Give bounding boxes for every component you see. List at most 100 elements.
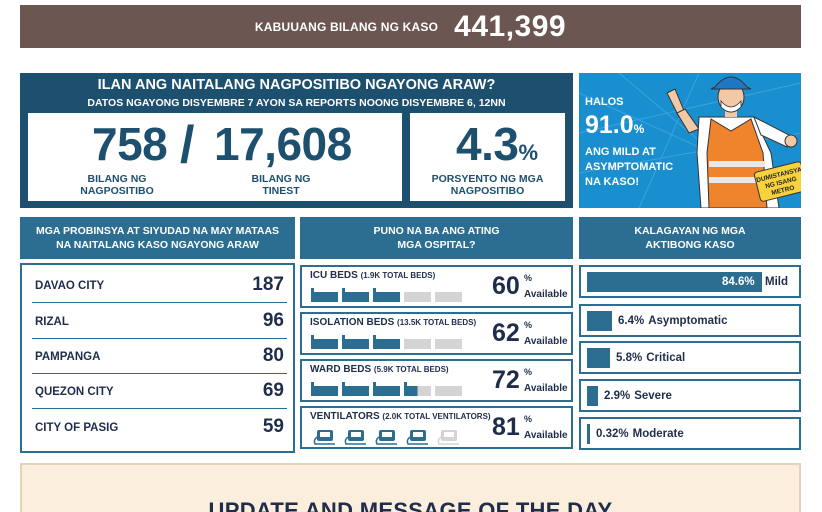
province-value: 96	[262, 310, 284, 331]
bed-unit-filled	[342, 386, 369, 396]
update-title: UPDATE AND MESSAGE OF THE DAY	[208, 498, 613, 512]
bed-unit-filled	[404, 386, 418, 396]
hospital-percent: 62	[492, 319, 520, 347]
bed-headboard	[311, 288, 314, 302]
active-cases-heading: KALAGAYAN NG MGA AKTIBONG KASO	[579, 217, 801, 259]
province-name: RIZAL	[35, 316, 69, 328]
bed-bars-icon	[311, 335, 462, 349]
bed-headboard	[404, 382, 407, 396]
province-name: PAMPANGA	[35, 351, 101, 363]
bed-unit-filled	[373, 339, 400, 349]
hospital-available-label: Available	[524, 430, 568, 441]
promo-percent: 91.0%	[585, 111, 645, 139]
active-case-percent: 0.32%	[596, 428, 629, 440]
positivity-rate: 4.3%	[456, 118, 538, 170]
active-case-asymptomatic: 6.4% Asymptomatic	[579, 304, 801, 337]
province-value: 80	[262, 345, 284, 366]
active-case-percent: 5.8%	[616, 352, 643, 364]
ventilators-card: VENTILATORS (2.0K TOTAL VENTILATORS) 81 …	[300, 406, 573, 449]
bed-headboard	[342, 382, 345, 396]
active-case-mild: 84.6% Mild	[579, 265, 801, 298]
list-item: DAVAO CITY 187	[32, 269, 287, 303]
positivity-rate-box: 4.3% PORSYENTO NG MGA NAGPOSITIBO	[410, 113, 565, 201]
tested-caption: BILANG NG TINEST	[251, 173, 311, 197]
active-case-percent: 6.4%	[618, 315, 645, 327]
active-case-moderate: 0.32% Moderate	[579, 417, 801, 450]
hospital-available-label: Available	[524, 336, 568, 347]
active-case-bar	[587, 311, 612, 331]
positive-caption: BILANG NG NAGPOSITIBO	[80, 173, 154, 197]
list-item: CITY OF PASIG 59	[32, 411, 287, 445]
bed-headboard	[373, 382, 376, 396]
hospital-available-label: Available	[524, 289, 568, 300]
hospital-percent-unit: %	[524, 273, 533, 283]
icu-beds-card: ICU BEDS (1.9K TOTAL BEDS) 60 % Availabl…	[300, 265, 573, 308]
active-case-label: Severe	[634, 390, 672, 402]
province-value: 69	[262, 380, 284, 401]
ventilator-icon	[313, 430, 335, 445]
hospital-percent-unit: %	[524, 320, 533, 330]
ventilator-icon	[406, 430, 428, 445]
total-cases-label: KABUUANG BILANG NG KASO	[254, 19, 439, 34]
bed-unit-filled	[342, 292, 369, 302]
bed-unit-filled	[311, 292, 338, 302]
active-case-bar	[587, 272, 762, 292]
bed-unit-filled	[311, 386, 338, 396]
ventilator-icons	[313, 430, 459, 445]
bed-bars-icon	[311, 288, 462, 302]
bed-headboard	[342, 288, 345, 302]
bed-headboard	[311, 382, 314, 396]
province-name: DAVAO CITY	[35, 280, 105, 292]
provinces-heading: MGA PROBINSYA AT SIYUDAD NA MAY MATAAS NA…	[20, 217, 295, 259]
bed-unit-filled	[373, 292, 400, 302]
hospitals-heading: PUNO NA BA ANG ATING MGA OSPITAL?	[300, 217, 573, 259]
hospital-percent: 72	[492, 366, 520, 394]
province-value: 59	[262, 416, 284, 437]
active-case-label: Moderate	[632, 428, 684, 440]
list-item: RIZAL 96	[32, 305, 287, 339]
hospital-resource-label: ICU BEDS (1.9K TOTAL BEDS)	[310, 270, 436, 281]
hospital-resource-label: VENTILATORS (2.0K TOTAL VENTILATORS)	[310, 411, 491, 422]
list-item: PAMPANGA 80	[32, 340, 287, 374]
total-cases-banner: KABUUANG BILANG NG KASO 441,399	[20, 5, 801, 48]
hospital-percent-unit: %	[524, 414, 533, 424]
hospital-available-label: Available	[524, 383, 568, 394]
active-case-severe: 2.9% Severe	[579, 379, 801, 412]
active-case-label: Critical	[646, 352, 686, 364]
province-name: QUEZON CITY	[35, 386, 114, 398]
tested-count: 17,608	[214, 118, 352, 170]
positive-count: 758	[92, 118, 168, 170]
bed-unit	[435, 292, 462, 302]
hospital-percent-unit: %	[524, 367, 533, 377]
province-name: CITY OF PASIG	[35, 422, 119, 434]
bed-headboard	[311, 335, 314, 349]
count-separator: /	[180, 116, 195, 174]
ventilator-icon	[375, 430, 397, 445]
hospital-percent: 81	[492, 413, 520, 441]
bed-headboard	[373, 288, 376, 302]
update-message-box: UPDATE AND MESSAGE OF THE DAY	[20, 463, 801, 512]
positivity-rate-caption: PORSYENTO NG MGA NAGPOSITIBO	[431, 173, 544, 197]
bed-unit-filled	[373, 386, 400, 396]
ventilator-icon	[437, 430, 459, 445]
active-case-label: Mild	[765, 276, 788, 288]
bed-unit	[404, 339, 431, 349]
promo-text: ANG MILD AT ASYMPTOMATIC NA KASO!	[585, 146, 674, 188]
total-cases-value: 441,399	[454, 9, 567, 43]
promo-halos: HALOS	[585, 96, 624, 108]
bed-unit-filled	[342, 339, 369, 349]
isolation-beds-card: ISOLATION BEDS (13.5K TOTAL BEDS) 62 % A…	[300, 312, 573, 355]
bed-unit-filled	[311, 339, 338, 349]
active-case-bar	[587, 348, 610, 368]
province-value: 187	[252, 274, 284, 295]
bed-unit	[435, 339, 462, 349]
active-case-percent: 2.9%	[604, 390, 631, 402]
hospital-resource-label: ISOLATION BEDS (13.5K TOTAL BEDS)	[310, 317, 477, 328]
ward-beds-card: WARD BEDS (5.9K TOTAL BEDS) 72 % Availab…	[300, 359, 573, 402]
mild-asymptomatic-promo: HALOS 91.0% ANG MILD AT ASYMPTOMATIC NA …	[579, 73, 801, 208]
active-case-bar	[587, 424, 590, 444]
bed-headboard	[342, 335, 345, 349]
bed-headboard	[373, 335, 376, 349]
positives-panel: ILAN ANG NAITALANG NAGPOSITIBO NGAYONG A…	[20, 73, 573, 208]
bed-unit	[404, 292, 431, 302]
